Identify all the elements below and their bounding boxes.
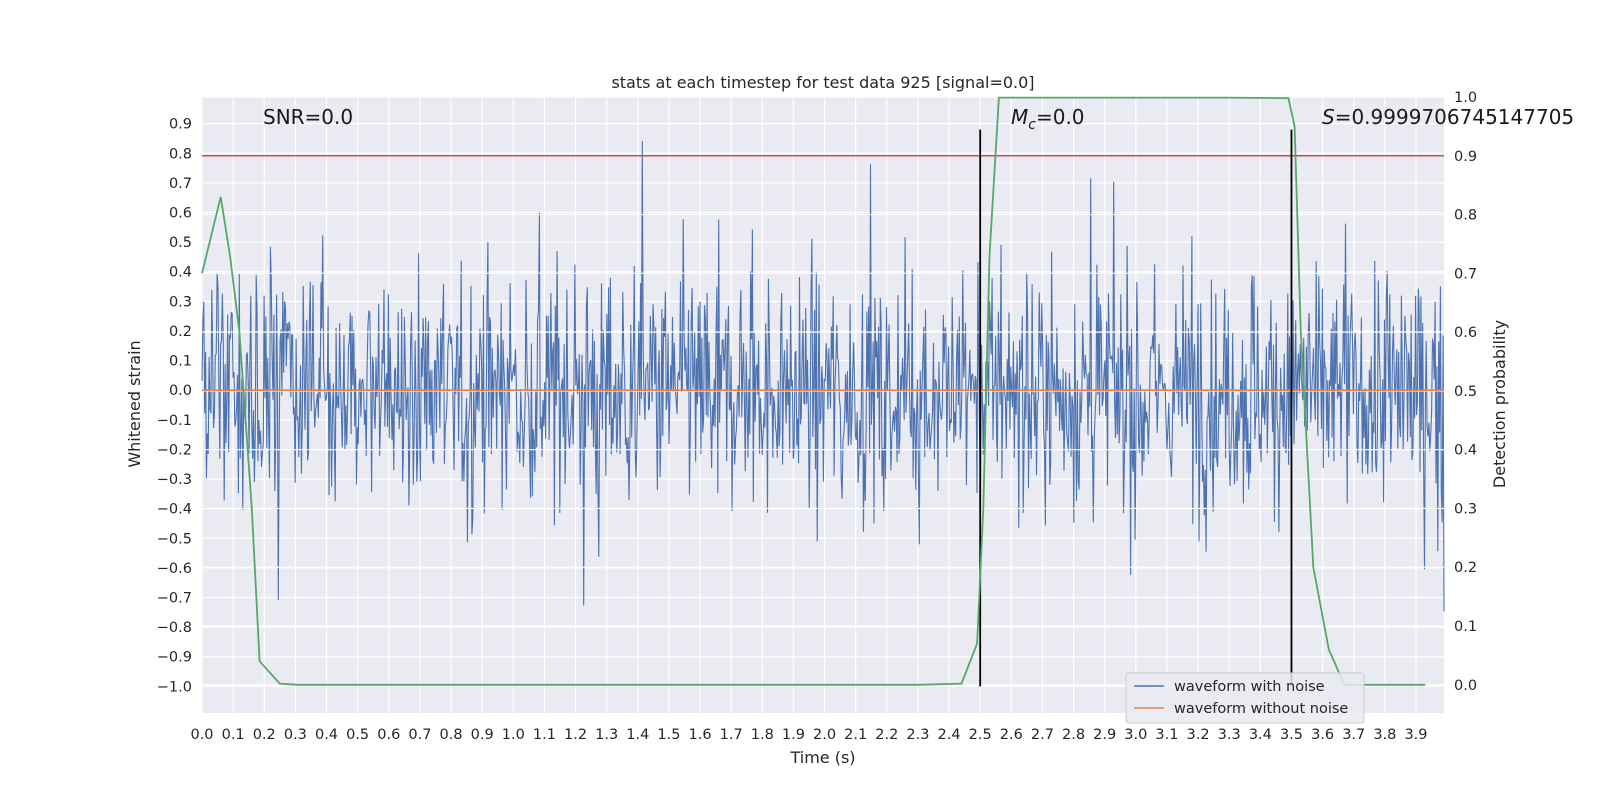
y-tick-label: −0.8 xyxy=(157,620,192,636)
x-tick-label: 2.2 xyxy=(875,727,898,743)
y-tick-label: 0.4 xyxy=(169,265,192,281)
y-tick-label: −0.1 xyxy=(157,413,192,429)
x-tick-label: 1.4 xyxy=(626,727,649,743)
x-tick-label: 2.5 xyxy=(969,727,992,743)
x-tick-label: 2.7 xyxy=(1031,727,1054,743)
y-tick-label: −1.0 xyxy=(157,679,192,695)
y2-tick-labels: 1.0 0.9 0.8 0.7 0.6 0.5 0.4 0.3 0.2 0.1 0.0 xyxy=(1454,90,1477,694)
x-tick-label: 1.7 xyxy=(720,727,743,743)
x-tick-label: 3.0 xyxy=(1124,727,1147,743)
chirp-mass-symbol: M xyxy=(1011,105,1028,129)
legend-label-waveform-without-noise: waveform without noise xyxy=(1174,701,1348,717)
y-tick-label: −0.2 xyxy=(157,442,192,458)
x-tick-label: 2.9 xyxy=(1093,727,1116,743)
x-tick-label: 2.1 xyxy=(844,727,867,743)
chirp-mass-annotation: Mc=0.0 xyxy=(1011,105,1085,133)
y-tick-label: −0.5 xyxy=(157,531,192,547)
y-tick-label: 0.6 xyxy=(169,206,192,222)
statistic-symbol: S xyxy=(1322,105,1335,129)
legend: waveform with noise waveform without noi… xyxy=(1125,672,1365,724)
x-tick-label: 1.1 xyxy=(533,727,556,743)
x-tick-label: 3.3 xyxy=(1218,727,1241,743)
y2-tick-label: 0.9 xyxy=(1454,149,1477,165)
y-axis-label: Whitened strain xyxy=(125,340,144,467)
x-tick-label: 2.3 xyxy=(906,727,929,743)
y-tick-label: 0.9 xyxy=(169,117,192,133)
y-tick-label: 0.8 xyxy=(169,146,192,162)
x-tick-label: 3.9 xyxy=(1404,727,1427,743)
x-tick-label: 0.1 xyxy=(222,727,245,743)
y2-tick-label: 0.7 xyxy=(1454,266,1477,282)
x-tick-label: 1.6 xyxy=(689,727,712,743)
x-tick-label: 2.6 xyxy=(1000,727,1023,743)
x-tick-label: 0.6 xyxy=(377,727,400,743)
x-tick-label: 3.5 xyxy=(1280,727,1303,743)
series-detection-probability xyxy=(201,96,1426,686)
x-tick-label: 0.2 xyxy=(253,727,276,743)
x-tick-label: 0.0 xyxy=(190,727,213,743)
y-tick-label: −0.9 xyxy=(157,650,192,666)
snr-annotation: SNR=0.0 xyxy=(263,105,353,129)
y2-tick-label: 0.2 xyxy=(1454,560,1477,576)
x-tick-label: 1.5 xyxy=(657,727,680,743)
x-tick-label: 3.1 xyxy=(1155,727,1178,743)
legend-box xyxy=(1125,672,1365,724)
noise-trace xyxy=(201,141,1445,612)
y-tick-labels: 0.9 0.8 0.7 0.6 0.5 0.4 0.3 0.2 0.1 0.0 −0.1 −0.2 −0… xyxy=(157,117,192,696)
x-tick-label: 1.9 xyxy=(782,727,805,743)
x-tick-label: 2.4 xyxy=(938,727,961,743)
chirp-mass-value: =0.0 xyxy=(1036,105,1085,129)
chart-title: stats at each timestep for test data 925… xyxy=(611,73,1034,92)
y-tick-label: −0.6 xyxy=(157,561,192,577)
x-tick-label: 0.4 xyxy=(315,727,338,743)
x-tick-label: 0.8 xyxy=(439,727,462,743)
y-tick-label: −0.7 xyxy=(157,591,192,607)
y2-tick-label: 0.8 xyxy=(1454,208,1477,224)
y-tick-label: 0.0 xyxy=(169,383,192,399)
chirp-mass-subscript: c xyxy=(1028,117,1036,133)
statistic-value: =0.9999706745147705 xyxy=(1335,105,1574,129)
x-tick-label: 0.7 xyxy=(408,727,431,743)
x-tick-label: 1.8 xyxy=(751,727,774,743)
y-tick-label: 0.7 xyxy=(169,176,192,192)
statistic-annotation: S=0.9999706745147705 xyxy=(1322,105,1574,129)
y-tick-label: −0.3 xyxy=(157,472,192,488)
y-tick-label: −0.4 xyxy=(157,502,192,518)
x-tick-label: 2.0 xyxy=(813,727,836,743)
x-tick-label: 3.4 xyxy=(1249,727,1272,743)
y-tick-label: 0.5 xyxy=(169,235,192,251)
legend-label-waveform-with-noise: waveform with noise xyxy=(1174,679,1325,695)
x-tick-label: 2.8 xyxy=(1062,727,1085,743)
y2-tick-label: 0.1 xyxy=(1454,619,1477,635)
series-waveform-with-noise xyxy=(201,141,1445,612)
y2-tick-label: 0.3 xyxy=(1454,501,1477,517)
y-tick-label: 0.3 xyxy=(169,294,192,310)
x-tick-label: 0.9 xyxy=(471,727,494,743)
y2-tick-label: 0.5 xyxy=(1454,384,1477,400)
y2-axis-label: Detection probability xyxy=(1490,320,1509,488)
y-tick-label: 0.2 xyxy=(169,324,192,340)
x-tick-label: 1.3 xyxy=(595,727,618,743)
x-tick-label: 0.3 xyxy=(284,727,307,743)
x-tick-label: 1.0 xyxy=(502,727,525,743)
y2-tick-label: 0.0 xyxy=(1454,678,1477,694)
y2-tick-label: 0.4 xyxy=(1454,443,1477,459)
y-tick-label: 0.1 xyxy=(169,354,192,370)
x-tick-label: 3.6 xyxy=(1311,727,1334,743)
x-tick-label: 0.5 xyxy=(346,727,369,743)
x-tick-label: 1.2 xyxy=(564,727,587,743)
x-tick-label: 3.8 xyxy=(1373,727,1396,743)
x-tick-label: 3.7 xyxy=(1342,727,1365,743)
x-tick-label: 3.2 xyxy=(1187,727,1210,743)
x-tick-labels: 0.0 0.1 0.2 0.3 0.4 0.5 0.6 0.7 0.8 0.9 1.0 1.1 1.2 1… xyxy=(190,727,1427,743)
y2-tick-label: 1.0 xyxy=(1454,90,1477,106)
x-axis-label: Time (s) xyxy=(789,748,855,767)
y2-tick-label: 0.6 xyxy=(1454,325,1477,341)
